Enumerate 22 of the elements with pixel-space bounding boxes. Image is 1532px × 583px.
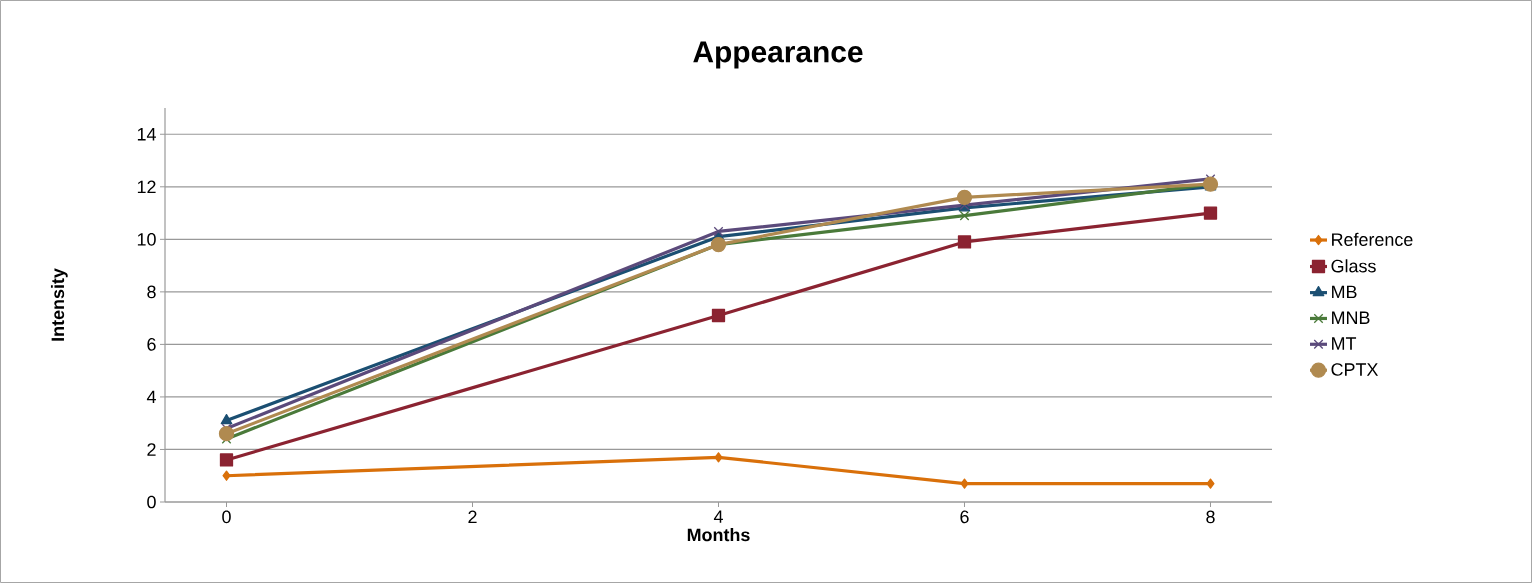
y-tick-label: 4 (146, 390, 156, 404)
legend-label: CPTX (1331, 363, 1379, 376)
x-tick-label: 4 (713, 510, 723, 523)
x-tick-label: 0 (222, 510, 231, 524)
y-tick-label: 14 (137, 128, 156, 141)
legend-label: Reference (1332, 232, 1413, 246)
legend-label: Glass (1331, 259, 1376, 273)
chart-title: Appearance (693, 41, 863, 69)
y-tick-label: 2 (147, 443, 156, 456)
x-tick-label: 2 (468, 510, 477, 524)
legend-label: MT (1332, 337, 1357, 350)
y-tick-label: 6 (147, 338, 156, 351)
y-axis-title: Intensity (50, 268, 68, 341)
legend-label: MB (1332, 285, 1357, 299)
x-tick-label: 8 (1206, 510, 1215, 524)
y-tick-label: 8 (147, 285, 156, 299)
x-axis-title: Months (687, 528, 750, 542)
y-tick-label: 0 (147, 495, 156, 509)
y-tick-label: 10 (137, 232, 156, 246)
legend-label: MNB (1332, 311, 1370, 324)
y-tick-label: 12 (137, 180, 156, 194)
x-tick-label: 6 (960, 510, 969, 524)
